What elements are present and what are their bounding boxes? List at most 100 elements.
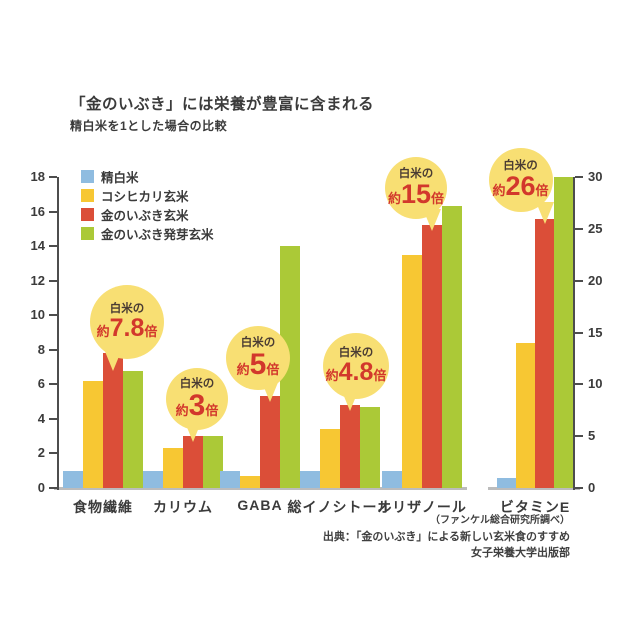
left-axis-tick-label: 4: [37, 410, 45, 426]
category-label-カリウム: カリウム: [153, 499, 213, 515]
bar-ビタミンE-精白米: [497, 477, 516, 488]
left-axis-tick: [49, 279, 57, 282]
category-label-GABA: GABA: [237, 497, 283, 513]
category-label-食物繊維: 食物繊維: [73, 499, 133, 515]
bar-オリザノール-金のいぶき玄米: [422, 225, 442, 488]
bar-オリザノール-精白米: [382, 470, 402, 488]
right-axis-tick: [575, 487, 583, 489]
plot-area: 0 2 4 6 8 10 12 14 16 18 0 5 10 15 20 25 30 食物繊維 カリウム GABA 総…: [31, 148, 602, 515]
left-axis-tick: [49, 314, 57, 317]
right-axis-tick-label: 10: [588, 376, 603, 392]
callout-bubble-食物繊維: 白米の 約7.8倍: [90, 285, 164, 360]
callout-bubble-GABA: 白米の 約5倍: [226, 326, 290, 391]
x-axis-baseline-vitamin: [488, 487, 580, 490]
right-axis-tick: [575, 331, 583, 334]
bar-ビタミンE-金のいぶき発芽玄米: [554, 177, 573, 488]
right-axis-tick-label: 5: [588, 428, 596, 444]
left-axis-tick-label: 10: [30, 307, 45, 323]
right-axis-tick: [575, 383, 583, 386]
source-block: （ファンケル総合研究所調べ） 出典：「金のいぶき」による新しい玄米食のすすめ 女…: [323, 513, 570, 561]
bar-総イノシトール-精白米: [300, 470, 320, 488]
left-axis-tick: [49, 487, 57, 489]
bar-総イノシトール-金のいぶき発芽玄米: [360, 406, 380, 488]
callout-bubble-オリザノール: 白米の 約15倍: [385, 157, 447, 220]
legend-label: コシヒカリ玄米: [101, 190, 189, 204]
right-axis-tick-label: 15: [588, 324, 603, 340]
legend: 精白米コシヒカリ玄米 金のいぶき玄米金のいぶき発芽玄米: [81, 170, 214, 242]
bar-総イノシトール-金のいぶき玄米: [340, 405, 360, 488]
bar-オリザノール-金のいぶき発芽玄米: [442, 206, 462, 488]
right-axis-line: [573, 177, 575, 490]
right-axis-tick-label: 25: [588, 220, 603, 236]
right-axis-tick-label: 0: [588, 480, 596, 495]
callout-value: 約15倍: [387, 179, 445, 210]
callout-bubble-カリウム: 白米の 約3倍: [166, 368, 228, 431]
chart-subtitle: 精白米を1とした場合の比較: [70, 119, 228, 133]
legend-swatch: [81, 208, 94, 221]
legend-label: 金のいぶき発芽玄米: [101, 228, 214, 242]
bar-カリウム-金のいぶき発芽玄米: [203, 436, 223, 488]
bar-食物繊維-金のいぶき発芽玄米: [123, 370, 143, 488]
right-axis-tick: [575, 435, 583, 438]
bar-カリウム-金のいぶき玄米: [183, 436, 203, 488]
left-axis-tick-label: 14: [30, 238, 45, 254]
left-axis-tick-label: 0: [37, 480, 45, 495]
chart-title: 「金のいぶき」には栄養が豊富に含まれる: [70, 96, 375, 113]
right-axis-tick: [575, 227, 583, 230]
callout-line1: 白米の: [338, 347, 374, 360]
left-axis-tick-label: 18: [30, 169, 45, 184]
callout-bubble-ビタミンE: 白米の 約26倍: [488, 148, 553, 213]
legend-label: 金のいぶき玄米: [101, 209, 189, 223]
source-note: （ファンケル総合研究所調べ）: [430, 515, 570, 526]
callout-value: 約5倍: [236, 347, 280, 381]
left-axis-line: [57, 177, 59, 490]
bar-ビタミンE-コシヒカリ玄米: [516, 342, 535, 488]
callout-line1: 白米の: [179, 377, 215, 390]
legend-item-金のいぶき発芽玄米: 金のいぶき発芽玄米: [81, 227, 214, 242]
category-label-総イノシトール: 総イノシトール: [287, 499, 393, 515]
legend-swatch: [81, 170, 94, 183]
bar-食物繊維-精白米: [63, 470, 83, 488]
legend-swatch: [81, 189, 94, 202]
source-publisher: 女子栄養大学出版部: [471, 547, 570, 559]
bar-食物繊維-金のいぶき玄米: [103, 353, 123, 488]
callout-line1: 白米の: [503, 160, 538, 173]
left-axis-tick: [49, 176, 57, 178]
callout-tail-ビタミンE: [535, 202, 554, 225]
legend-label: 精白米: [101, 171, 139, 185]
callout-value: 約4.8倍: [325, 358, 387, 387]
left-axis-tick: [49, 245, 57, 248]
callout-line1: 白米の: [398, 168, 434, 181]
callout-value: 約7.8倍: [96, 314, 158, 343]
callout-line1: 白米の: [109, 303, 145, 316]
legend-item-コシヒカリ玄米: コシヒカリ玄米: [81, 189, 214, 204]
right-axis-tick-label: 20: [588, 272, 603, 288]
right-axis-tick-label: 30: [588, 169, 603, 184]
left-axis-tick-label: 16: [30, 203, 45, 219]
bar-GABA-金のいぶき玄米: [260, 396, 280, 488]
bar-GABA-金のいぶき発芽玄米: [280, 246, 300, 488]
legend-swatch: [81, 227, 94, 240]
left-axis-tick: [49, 348, 57, 351]
right-axis-tick: [575, 279, 583, 282]
bar-カリウム-コシヒカリ玄米: [163, 448, 183, 488]
source-citation: 出典：「金のいぶき」による新しい玄米食のすすめ: [322, 531, 570, 543]
bar-GABA-コシヒカリ玄米: [240, 475, 260, 488]
left-axis-tick: [49, 452, 57, 455]
left-axis-tick-label: 6: [37, 376, 45, 392]
left-axis-tick-label: 8: [37, 341, 45, 357]
legend-item-金のいぶき玄米: 金のいぶき玄米: [81, 208, 214, 223]
left-axis-tick: [49, 383, 57, 386]
callout-line1: 白米の: [240, 336, 276, 349]
bar-ビタミンE-金のいぶき玄米: [535, 218, 554, 488]
left-axis-tick-label: 12: [30, 272, 45, 288]
category-label-オリザノール: オリザノール: [377, 499, 467, 515]
right-axis-tick: [575, 176, 583, 178]
callout-value: 約3倍: [175, 388, 219, 422]
bar-総イノシトール-コシヒカリ玄米: [320, 429, 340, 488]
x-axis-baseline-main: [54, 487, 467, 490]
bar-食物繊維-コシヒカリ玄米: [83, 380, 103, 488]
bar-カリウム-精白米: [143, 470, 163, 488]
bar-オリザノール-コシヒカリ玄米: [402, 254, 422, 488]
